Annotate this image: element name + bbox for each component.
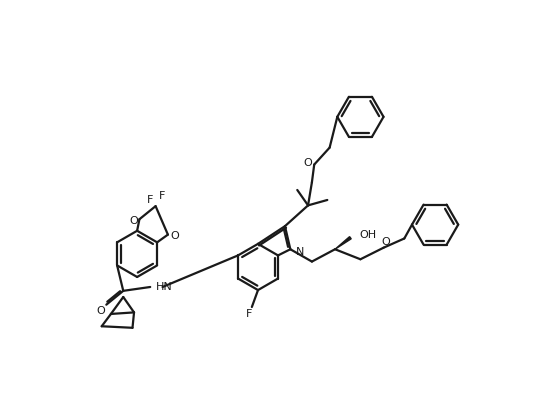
Polygon shape (335, 237, 351, 249)
Text: N: N (296, 247, 304, 257)
Text: HN: HN (156, 282, 173, 292)
Text: O: O (170, 231, 179, 241)
Text: F: F (245, 309, 252, 319)
Text: O: O (381, 236, 390, 247)
Text: OH: OH (360, 230, 377, 240)
Text: O: O (304, 158, 312, 168)
Text: O: O (96, 306, 106, 316)
Text: F: F (147, 195, 153, 205)
Text: O: O (129, 216, 138, 226)
Text: F: F (159, 191, 166, 201)
